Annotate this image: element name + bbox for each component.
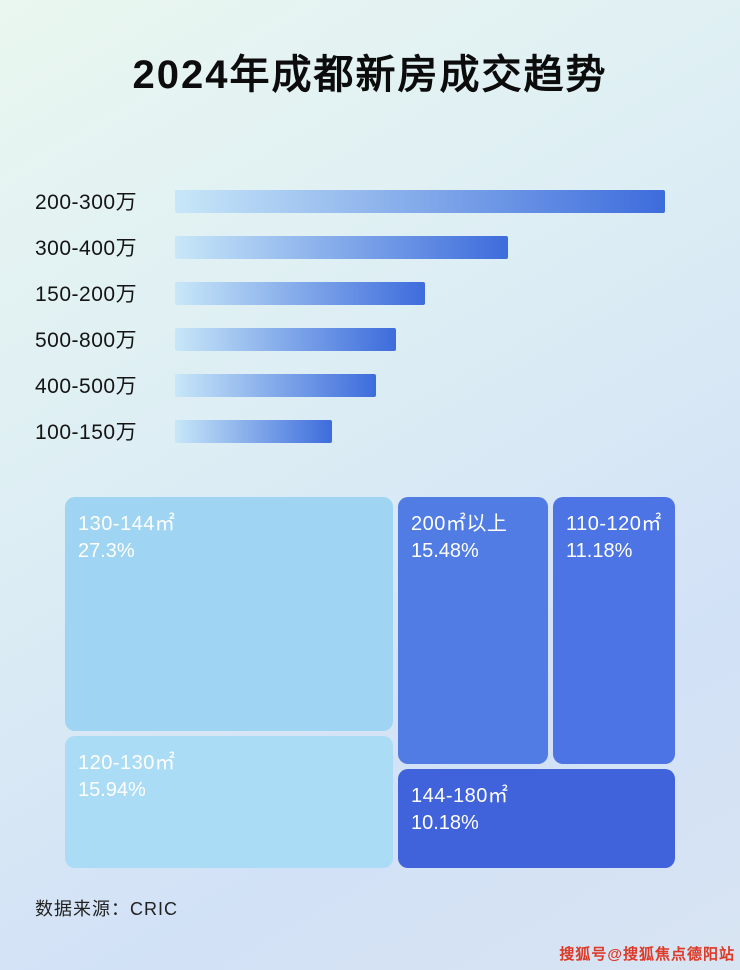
bar-category-label: 400-500万	[35, 375, 138, 398]
bar-category-label: 150-200万	[35, 283, 138, 306]
treemap-block-label: 144-180㎡	[411, 785, 509, 807]
bar-row: 500-800万	[35, 316, 695, 362]
bar-category-label: 100-150万	[35, 421, 138, 444]
bar-row: 200-300万	[35, 178, 695, 224]
bar-track	[175, 235, 665, 259]
treemap-block-label: 130-144㎡	[78, 513, 176, 535]
bar-track	[175, 189, 665, 213]
treemap-block-130-144: 130-144㎡ 27.3%	[65, 497, 393, 731]
watermark: 搜狐号@搜狐焦点德阳站	[559, 946, 735, 963]
bar-chart: 200-300万 300-400万 150-200万 500-800万 400-…	[35, 178, 695, 454]
bar-row: 300-400万	[35, 224, 695, 270]
page-title: 2024年成都新房成交趋势	[132, 53, 608, 97]
treemap-block-label: 110-120㎡	[566, 513, 662, 535]
data-source-label: 数据来源：CRIC	[35, 899, 178, 919]
treemap-block-120-130: 120-130㎡ 15.94%	[65, 736, 393, 868]
bar-100-150	[175, 419, 332, 443]
bar-500-800	[175, 327, 396, 351]
treemap-block-value: 15.48%	[411, 540, 479, 562]
treemap-block-value: 15.94%	[78, 779, 146, 801]
bar-400-500	[175, 373, 376, 397]
treemap-block-value: 11.18%	[566, 540, 633, 562]
treemap-block-value: 10.18%	[411, 812, 479, 834]
treemap-block-label: 200㎡以上	[411, 513, 508, 535]
bar-300-400	[175, 235, 509, 259]
bar-200-300	[175, 189, 665, 213]
bar-row: 150-200万	[35, 270, 695, 316]
bar-track	[175, 419, 665, 443]
treemap-block-144-180: 144-180㎡ 10.18%	[398, 769, 675, 868]
bar-150-200	[175, 281, 425, 305]
bar-track	[175, 327, 665, 351]
bar-category-label: 200-300万	[35, 191, 138, 214]
treemap-block-label: 120-130㎡	[78, 752, 176, 774]
treemap-block-200-plus: 200㎡以上 15.48%	[398, 497, 548, 764]
bar-category-label: 500-800万	[35, 329, 138, 352]
bar-row: 100-150万	[35, 408, 695, 454]
bar-row: 400-500万	[35, 362, 695, 408]
bar-category-label: 300-400万	[35, 237, 138, 260]
bar-track	[175, 373, 665, 397]
treemap-block-110-120: 110-120㎡ 11.18%	[553, 497, 675, 764]
treemap-block-value: 27.3%	[78, 540, 135, 562]
treemap-chart: 130-144㎡ 27.3% 200㎡以上 15.48% 110-120㎡ 11…	[65, 497, 675, 868]
bar-track	[175, 281, 665, 305]
